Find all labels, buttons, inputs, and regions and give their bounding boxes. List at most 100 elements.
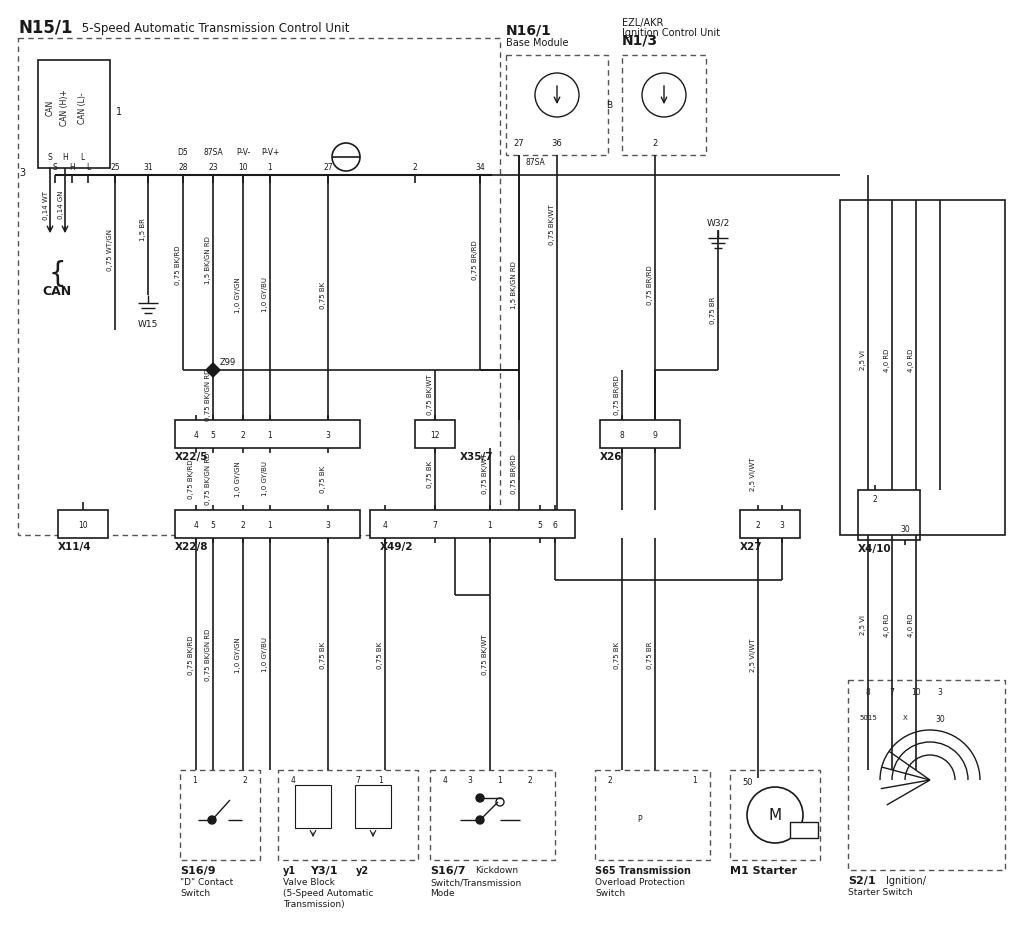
Text: N1/3: N1/3 [622,34,658,48]
Text: X22/5: X22/5 [175,452,209,462]
Bar [278,770,418,860]
Text: 5: 5 [211,521,215,529]
Text: 4,0 RD: 4,0 RD [884,613,890,637]
Text: 3: 3 [18,168,25,178]
Text: 28: 28 [178,163,187,172]
Text: {: { [48,260,66,288]
Text: 87SA: 87SA [525,158,545,167]
Text: Switch: Switch [180,889,210,898]
Text: 87SA: 87SA [203,148,223,157]
Text: 1: 1 [116,107,122,117]
Text: 36: 36 [552,139,562,148]
Text: 0,14 WT: 0,14 WT [43,190,49,219]
Text: X26: X26 [600,452,623,462]
Text: S2/1: S2/1 [848,876,876,886]
Text: L: L [80,153,84,162]
Text: CAN: CAN [42,285,72,298]
Text: 4: 4 [194,431,199,440]
Bar [370,510,575,538]
Text: 2: 2 [241,431,246,440]
Text: 1: 1 [487,521,493,529]
Text: D5: D5 [177,148,188,157]
Text: CAN: CAN [45,99,54,116]
Text: "D" Contact: "D" Contact [180,878,233,887]
Text: 10: 10 [78,521,88,529]
Text: H: H [70,163,75,172]
Text: 5: 5 [538,521,543,529]
Text: P-V-: P-V- [236,148,250,157]
Text: 0,75 BK/GN RD: 0,75 BK/GN RD [205,628,211,681]
Text: 1,5 BK/GN RD: 1,5 BK/GN RD [205,236,211,284]
Text: 27: 27 [324,163,333,172]
Text: 0,75 BK/GN RD: 0,75 BK/GN RD [205,369,211,421]
Text: 1,0 GY/GN: 1,0 GY/GN [234,637,241,673]
Bar [595,770,710,860]
Text: 4: 4 [383,521,387,529]
Text: 0,75 BK: 0,75 BK [377,642,383,669]
Text: N16/1: N16/1 [506,24,552,38]
Text: 1: 1 [267,431,272,440]
Text: Switch/Transmission: Switch/Transmission [430,878,521,887]
Bar [58,510,108,538]
Bar [430,770,555,860]
Text: 8: 8 [620,431,625,440]
Text: P: P [638,815,642,825]
Text: 0,75 BK/RD: 0,75 BK/RD [188,635,194,674]
Text: 2: 2 [872,495,878,505]
Text: 0,75 BK: 0,75 BK [319,642,326,669]
Text: 0,75 BK/WT: 0,75 BK/WT [482,635,488,675]
Text: 50: 50 [742,778,754,787]
Text: 0,75 BK/RD: 0,75 BK/RD [175,245,181,285]
Text: M: M [768,808,781,823]
Text: Z99: Z99 [220,358,237,367]
Text: 2: 2 [527,776,532,785]
Text: 2,5 VI: 2,5 VI [860,350,866,370]
Text: 3: 3 [468,776,472,785]
Text: X49/2: X49/2 [380,542,414,552]
Text: 1,5 BR: 1,5 BR [140,219,146,241]
Text: X11/4: X11/4 [58,542,91,552]
Text: 25: 25 [111,163,120,172]
Text: 3: 3 [938,688,942,697]
Text: 2,5 VI/WT: 2,5 VI/WT [750,457,756,491]
Text: 0,75 BK: 0,75 BK [614,642,620,669]
Text: X27: X27 [740,542,763,552]
Bar [38,60,110,168]
Text: y2: y2 [356,866,369,876]
Text: X4/10: X4/10 [858,544,892,554]
Text: 8: 8 [865,688,870,697]
Text: 27: 27 [514,139,524,148]
Bar [840,200,1005,535]
Text: y1: y1 [283,866,296,876]
Text: 0,75 BK/RD: 0,75 BK/RD [188,460,194,499]
Text: 23: 23 [208,163,218,172]
Circle shape [476,816,484,824]
Text: W3/2: W3/2 [707,218,730,227]
Bar [180,770,260,860]
Text: 34: 34 [475,163,485,172]
Text: S65 Transmission: S65 Transmission [595,866,691,876]
Text: P-V+: P-V+ [261,148,280,157]
Text: 1,0 GY/BU: 1,0 GY/BU [262,638,268,673]
Text: S: S [52,163,57,172]
Bar [622,55,706,155]
Text: 0,75 BK: 0,75 BK [319,281,326,309]
Text: 0,75 BK/WT: 0,75 BK/WT [549,204,555,246]
Text: 1: 1 [498,776,503,785]
Text: 2: 2 [756,521,761,529]
Text: 2: 2 [241,521,246,529]
Text: 9: 9 [652,431,657,440]
Bar [18,38,500,535]
Bar [506,55,608,155]
Bar [848,680,1005,870]
Text: 10: 10 [239,163,248,172]
Text: Y3/1: Y3/1 [310,866,338,876]
Text: 0,75 BK: 0,75 BK [427,461,433,488]
Text: Starter Switch: Starter Switch [848,888,912,897]
Text: 5-Speed Automatic Transmission Control Unit: 5-Speed Automatic Transmission Control U… [78,22,349,35]
Text: 1: 1 [692,776,697,785]
Text: 10: 10 [911,688,921,697]
Text: 1: 1 [193,776,198,785]
Text: 0,75 BK/WT: 0,75 BK/WT [482,454,488,494]
Bar [858,490,920,540]
